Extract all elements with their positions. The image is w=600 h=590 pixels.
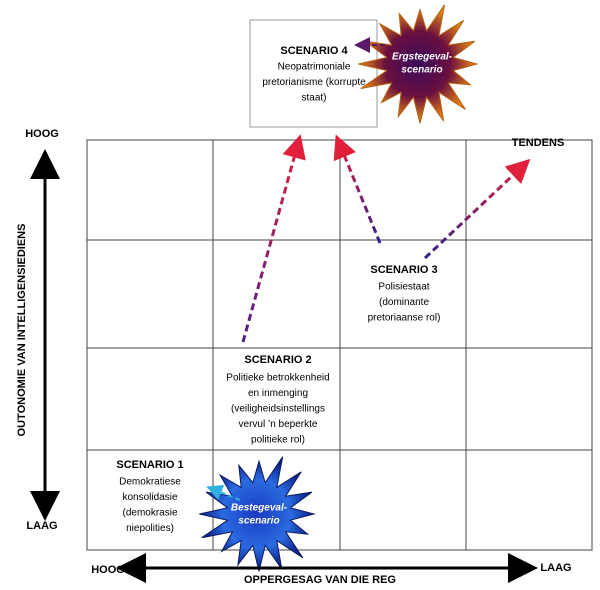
y-low: LAAG	[26, 520, 57, 532]
scenario-description: staat)	[301, 93, 326, 104]
scenario-description: en inmenging	[248, 388, 308, 399]
scenario-description: (demokrasie	[122, 508, 177, 519]
scenario-description: (veiligheidsinstellings	[231, 404, 325, 415]
arrow	[206, 485, 241, 501]
burst-label: scenario	[238, 516, 279, 527]
scenario-4-box	[249, 19, 378, 128]
scenario-description: konsolidasie	[122, 492, 177, 503]
burst-label: Bestegeval-	[231, 503, 288, 514]
scenario-description: (dominante	[379, 297, 429, 308]
scenario-description: Politieke betrokkenheid	[226, 373, 329, 384]
scenario-title: SCENARIO 3	[370, 264, 437, 276]
y-title: OUTONOMIE VAN INTELLIGENSIEDIENS	[16, 224, 28, 437]
scenario-title: SCENARIO 4	[280, 45, 348, 57]
scenario-description: Neopatrimoniale	[278, 62, 351, 73]
arrow	[241, 134, 306, 343]
arrow	[333, 134, 382, 244]
x-low: LAAG	[540, 562, 571, 574]
scenario-title: SCENARIO 1	[116, 459, 183, 471]
scenario-description: pretorianisme (korrupte	[262, 77, 366, 88]
worst-case-burst	[358, 4, 479, 124]
burst-label: Ergstegeval-	[392, 52, 453, 63]
scenario-title: SCENARIO 2	[244, 354, 311, 366]
best-case-burst	[199, 456, 316, 572]
arrow	[423, 158, 531, 260]
grid	[86, 139, 593, 551]
scenario-description: Demokratiese	[119, 477, 181, 488]
scenario-description: pretoriaanse rol)	[368, 313, 441, 324]
trend-label: TENDENS	[512, 137, 565, 149]
burst-label: scenario	[401, 65, 442, 76]
scenario-description: niepolities)	[126, 523, 174, 534]
scenario-description: Polisiestaat	[378, 282, 429, 293]
x-high: HOOG	[91, 564, 125, 576]
x-title: OPPERGESAG VAN DIE REG	[244, 574, 396, 586]
y-high: HOOG	[25, 128, 59, 140]
scenario-description: politieke rol)	[251, 435, 305, 446]
scenario-description: vervul ’n beperkte	[239, 419, 318, 430]
